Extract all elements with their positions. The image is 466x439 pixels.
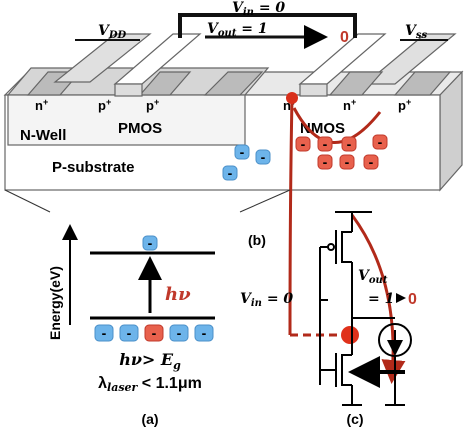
- fault-node: [341, 326, 359, 344]
- diff-base: p: [146, 98, 154, 113]
- svg-text:-: -: [378, 134, 383, 150]
- circuit-vout: Vout: [358, 268, 388, 286]
- vss-sub: ss: [416, 30, 428, 41]
- wavelength: λlaser < 1.1μm: [98, 375, 202, 394]
- svg-text:-: -: [177, 325, 182, 341]
- wavelength-v: λ: [98, 375, 107, 392]
- energy-electrons: - - - - - -: [95, 235, 213, 341]
- energy-axis-label: Energy(eV): [47, 266, 63, 340]
- pmos-label: PMOS: [118, 120, 162, 137]
- svg-text:-: -: [102, 325, 107, 341]
- svg-text:-: -: [228, 165, 233, 181]
- transition-arrow: [396, 293, 406, 303]
- svg-text:-: -: [148, 235, 153, 251]
- diff-sup: +: [106, 97, 111, 107]
- nwell-label: N-Well: [20, 127, 66, 144]
- photon-label: hν: [165, 284, 191, 305]
- panel-label-a: (a): [141, 411, 158, 427]
- wavelength-rest: < 1.1μm: [137, 375, 202, 392]
- condition-text: hν>: [119, 350, 161, 369]
- diff-base: p: [398, 98, 406, 113]
- svg-text:-: -: [369, 154, 374, 170]
- wavelength-sub: laser: [107, 381, 138, 394]
- circuit-vout-new: 0: [408, 291, 417, 308]
- diff-sup: +: [154, 97, 159, 107]
- condition: hν> Eg: [119, 350, 181, 372]
- diff-base: p: [98, 98, 106, 113]
- svg-text:-: -: [127, 325, 132, 341]
- circuit: [320, 212, 411, 405]
- vss-label: Vss: [405, 23, 428, 41]
- svg-text:-: -: [345, 154, 350, 170]
- diff-sup: +: [351, 97, 356, 107]
- svg-text:-: -: [152, 325, 157, 341]
- svg-text:-: -: [323, 136, 328, 152]
- vin-sub: in: [243, 7, 254, 18]
- circuit-vout-rest: = 1: [368, 291, 394, 307]
- laser-spot: [286, 92, 298, 104]
- diagram: VDD Vin = 0 Vout = 1 0 Vss n+ p+ p+ n+ n…: [0, 0, 466, 439]
- circuit-vout-sub: out: [369, 275, 388, 286]
- diff-base: n: [343, 98, 351, 113]
- vdd-sub: DD: [108, 30, 127, 41]
- substrate-label: P-substrate: [52, 159, 135, 176]
- svg-text:-: -: [347, 136, 352, 152]
- circuit-vin-rest: = 0: [262, 291, 293, 307]
- vin-rest: = 0: [254, 0, 285, 16]
- projection-lines: [5, 190, 290, 212]
- vout-rest: = 1: [236, 21, 267, 37]
- panel-label-c: (c): [346, 411, 363, 427]
- svg-text:-: -: [240, 144, 245, 160]
- svg-text:-: -: [301, 136, 306, 152]
- vin-label: Vin = 0: [232, 0, 285, 18]
- svg-text:-: -: [261, 149, 266, 165]
- condition-sub: g: [173, 359, 181, 372]
- diff-sup: +: [43, 97, 48, 107]
- circuit-vin: Vin = 0: [240, 291, 293, 309]
- svg-text:-: -: [323, 154, 328, 170]
- diff-sup: +: [406, 97, 411, 107]
- circuit-vin-sub: in: [251, 298, 262, 309]
- vout-new: 0: [340, 29, 349, 46]
- svg-text:-: -: [202, 325, 207, 341]
- vout-label: Vout = 1: [207, 21, 268, 39]
- panel-label-b: (b): [248, 232, 266, 248]
- diff-base: n: [35, 98, 43, 113]
- vdd-label: VDD: [98, 23, 127, 41]
- vout-sub: out: [218, 28, 237, 39]
- page: {"chip": { "vdd": {"v": "V", "sub": "DD"…: [0, 0, 466, 439]
- condition-v: E: [160, 350, 174, 369]
